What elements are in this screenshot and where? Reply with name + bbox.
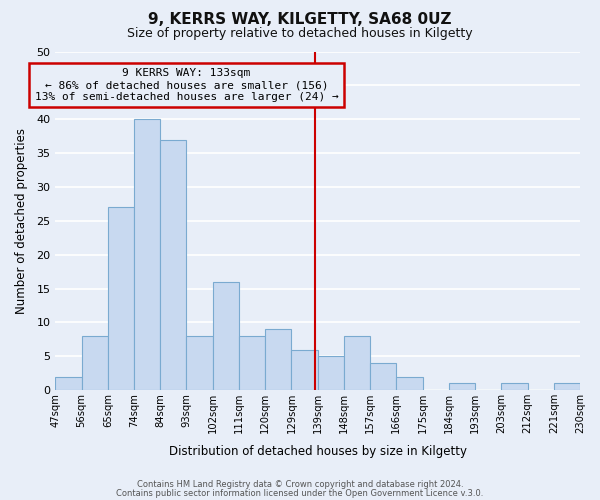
- Bar: [265, 330, 292, 390]
- Bar: [397, 376, 422, 390]
- Bar: [501, 384, 527, 390]
- Y-axis label: Number of detached properties: Number of detached properties: [15, 128, 28, 314]
- Bar: [108, 208, 134, 390]
- Text: 9 KERRS WAY: 133sqm
← 86% of detached houses are smaller (156)
13% of semi-detac: 9 KERRS WAY: 133sqm ← 86% of detached ho…: [35, 68, 338, 102]
- Bar: [449, 384, 475, 390]
- Bar: [239, 336, 265, 390]
- Bar: [344, 336, 370, 390]
- Bar: [317, 356, 344, 390]
- Bar: [554, 384, 580, 390]
- Text: Contains HM Land Registry data © Crown copyright and database right 2024.: Contains HM Land Registry data © Crown c…: [137, 480, 463, 489]
- Bar: [292, 350, 317, 390]
- Bar: [187, 336, 213, 390]
- Text: 9, KERRS WAY, KILGETTY, SA68 0UZ: 9, KERRS WAY, KILGETTY, SA68 0UZ: [148, 12, 452, 28]
- Bar: [370, 363, 397, 390]
- Bar: [213, 282, 239, 390]
- Bar: [160, 140, 187, 390]
- Text: Size of property relative to detached houses in Kilgetty: Size of property relative to detached ho…: [127, 28, 473, 40]
- Bar: [55, 376, 82, 390]
- Text: Contains public sector information licensed under the Open Government Licence v.: Contains public sector information licen…: [116, 488, 484, 498]
- Bar: [82, 336, 108, 390]
- X-axis label: Distribution of detached houses by size in Kilgetty: Distribution of detached houses by size …: [169, 444, 467, 458]
- Bar: [134, 119, 160, 390]
